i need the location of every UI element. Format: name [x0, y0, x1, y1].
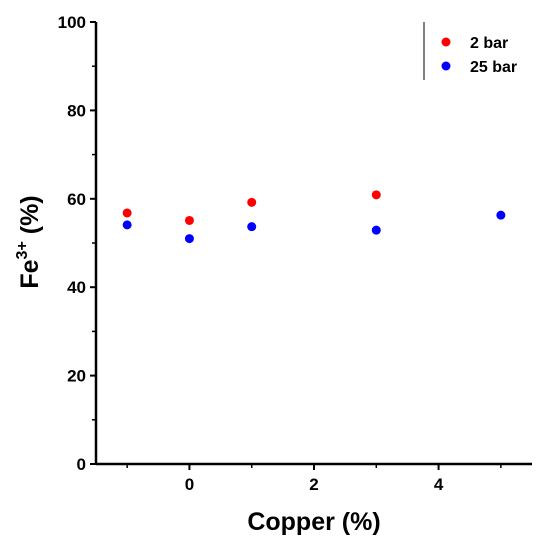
legend-label-series-2: 25 bar: [470, 59, 517, 76]
y-axis-title-base: Fe: [16, 259, 44, 288]
x-tick-label: 4: [434, 475, 444, 494]
y-tick-label: 80: [67, 101, 86, 120]
y-axis-title-sup: 3+: [14, 241, 31, 259]
data-point-series-2: [247, 222, 257, 232]
y-tick-label: 40: [67, 278, 86, 297]
x-axis-title: Copper (%): [247, 508, 380, 536]
data-point-series-1: [122, 208, 132, 218]
legend-marker-series-1: [441, 37, 451, 47]
y-ticks: 0 20 40 60 80 100: [58, 13, 96, 474]
x-ticks: 0 2 4: [126, 464, 502, 494]
axes-group: [94, 22, 532, 466]
data-point-series-2: [496, 210, 506, 220]
y-axis-title-rest: (%): [16, 195, 44, 241]
data-point-series-1: [247, 197, 257, 207]
y-axis-title: Fe3+ (%): [14, 195, 44, 288]
data-point-series-2: [371, 225, 381, 235]
legend: 2 bar 25 bar: [423, 22, 532, 80]
legend-marker-series-2: [441, 61, 451, 71]
x-tick-label: 2: [309, 475, 318, 494]
data-points: [122, 190, 506, 244]
data-point-series-2: [122, 220, 132, 230]
legend-background: [424, 22, 532, 80]
legend-label-series-1: 2 bar: [470, 35, 508, 52]
x-tick-label: 0: [185, 475, 194, 494]
data-point-series-1: [184, 215, 194, 225]
data-point-series-2: [184, 234, 194, 244]
y-tick-label: 60: [67, 190, 86, 209]
y-tick-label: 20: [67, 367, 86, 386]
y-tick-label: 100: [58, 13, 86, 32]
y-tick-label: 0: [77, 455, 86, 474]
data-point-series-1: [371, 190, 381, 200]
